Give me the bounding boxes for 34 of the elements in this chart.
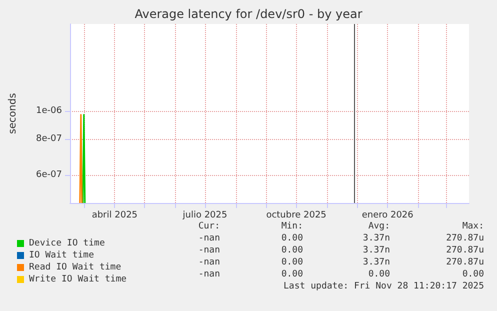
text: -nan [198,246,220,256]
y-tick-label: 8e-07 [36,134,62,144]
y-axis-title: seconds [8,93,18,134]
text: 0.00 [462,270,484,280]
legend-label: Device IO time [29,238,105,248]
text: 270.87u [446,246,484,256]
text: 0.00 [281,270,303,280]
legend-label: IO Wait time [29,250,94,260]
text: 270.87u [446,234,484,244]
text: 3.37n [362,258,390,268]
text: 3.37n [362,234,390,244]
legend-label: Write IO Wait time [29,274,127,284]
legend-label: Read IO Wait time [29,262,122,272]
text: Avg: [368,222,390,232]
text: 0.00 [368,270,390,280]
x-tick-label: enero 2026 [362,210,414,220]
x-tick-label: octubre 2025 [266,210,326,220]
text: Cur: [198,222,220,232]
text: 0.00 [281,234,303,244]
y-tick-label: 1e-06 [36,106,62,116]
text: -nan [198,258,220,268]
chart-title: Average latency for /dev/sr0 - by year [134,7,362,21]
text: Last update: Fri Nov 28 11:20:17 2025 [284,282,484,292]
y-tick-label: 6e-07 [36,170,62,180]
text: 0.00 [281,246,303,256]
text: Max: [462,222,484,232]
text: 3.37n [362,246,390,256]
text: Min: [281,222,303,232]
text: -nan [198,234,220,244]
x-tick-label: julio 2025 [182,210,228,220]
text: 0.00 [281,258,303,268]
x-tick-label: abril 2025 [92,210,138,220]
text: -nan [198,270,220,280]
text: 270.87u [446,258,484,268]
